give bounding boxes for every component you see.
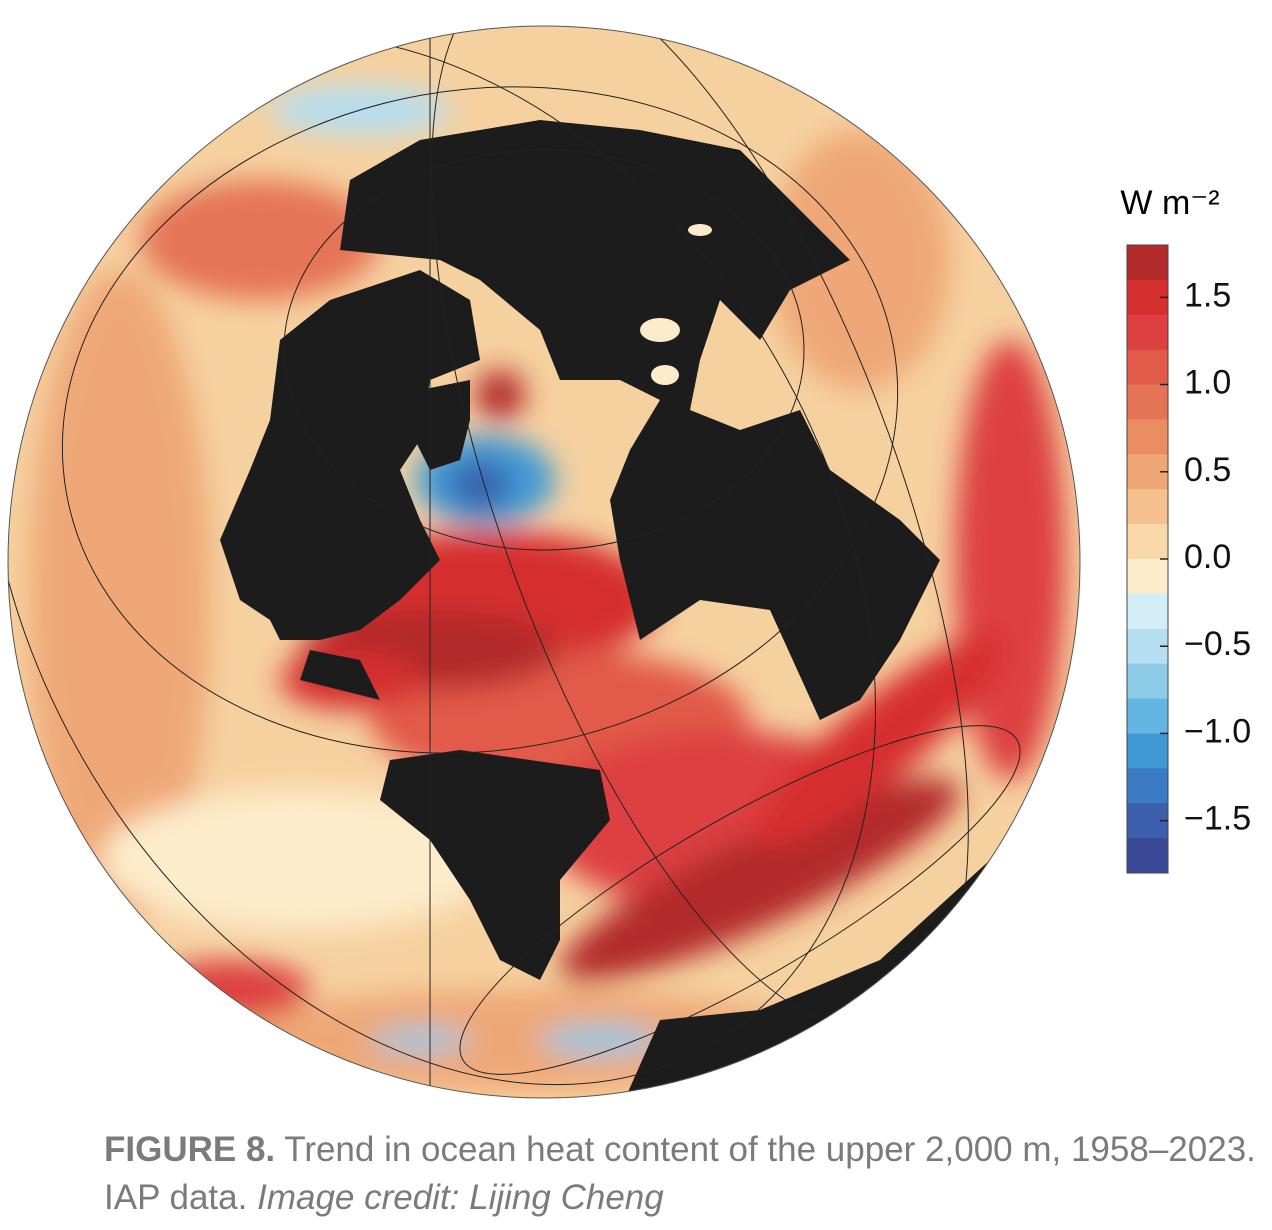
colorbar-band — [1127, 524, 1168, 560]
colorbar-tick-label: 1.5 — [1184, 276, 1231, 314]
colorbar-band — [1127, 489, 1168, 525]
colorbar-band — [1127, 593, 1168, 630]
caption: FIGURE 8. Trend in ocean heat content of… — [104, 1126, 1264, 1222]
colorbar-tick-label: 0.0 — [1184, 538, 1231, 576]
ice-free-patches — [640, 224, 712, 385]
globe-outline — [7, 25, 1081, 1099]
caption-text: Trend in ocean heat content of the upper… — [104, 1130, 1256, 1217]
colorbar-tick-label: −0.5 — [1184, 625, 1251, 663]
caption-label: FIGURE 8. — [104, 1130, 276, 1169]
colorbar-band — [1127, 663, 1168, 700]
colorbar-tick-label: −1.0 — [1184, 712, 1251, 750]
colorbar-unit: W m⁻² — [1120, 184, 1219, 222]
colorbar: 1.5 1.0 0.5 0.0 −0.5 −1.0 −1.5 — [1126, 244, 1251, 874]
colorbar-band — [1127, 838, 1168, 874]
globe-map — [8, 26, 1080, 1098]
colorbar-band — [1127, 698, 1168, 734]
colorbar-band — [1127, 314, 1168, 351]
colorbar-tick-label: 0.5 — [1184, 451, 1231, 489]
figure: W m⁻² 1.5 1.0 0.5 0.0 −0.5 −1.0 −1.5 — [7, 25, 1251, 1099]
colorbar-band — [1127, 349, 1168, 386]
colorbar-band — [1127, 768, 1168, 804]
colorbar-band — [1127, 384, 1168, 420]
colorbar-band — [1127, 733, 1168, 769]
colorbar-band — [1127, 245, 1168, 281]
colorbar-band — [1127, 419, 1168, 455]
colorbar-tick-label: 1.0 — [1184, 364, 1231, 402]
colorbar-tick-label: −1.5 — [1184, 800, 1251, 838]
colorbar-band — [1127, 559, 1168, 595]
caption-credit: Image credit: Lijing Cheng — [257, 1178, 664, 1217]
